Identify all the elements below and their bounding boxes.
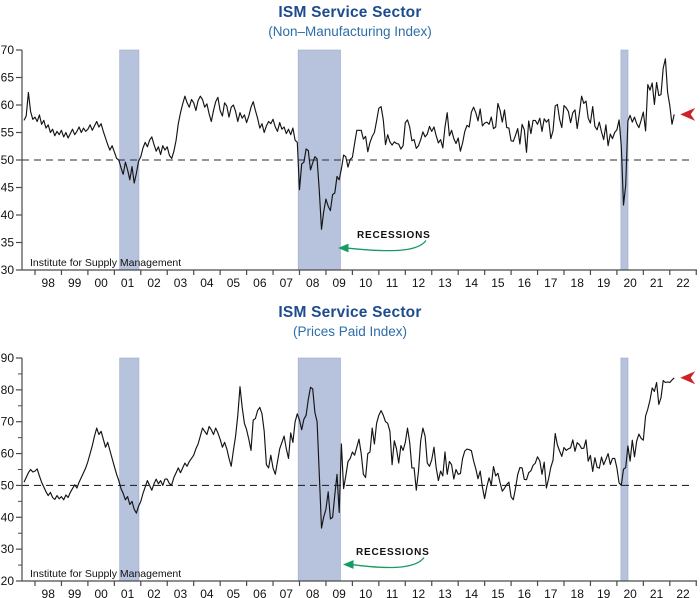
x-axis-tick-label: 12	[412, 587, 426, 598]
x-axis-tick-label: 17	[544, 276, 558, 290]
x-axis-tick-label: 08	[306, 276, 320, 290]
x-axis-tick-label: 16	[518, 587, 532, 598]
y-axis-tick-label: 45	[1, 181, 15, 195]
y-axis-tick-label: 20	[1, 574, 15, 588]
x-axis-tick-label: 98	[42, 587, 56, 598]
x-axis-tick-label: 04	[200, 276, 214, 290]
x-axis-tick-label: 21	[650, 276, 664, 290]
y-axis-tick-label: 80	[1, 383, 15, 397]
x-axis-tick-label: 10	[359, 587, 373, 598]
x-axis-tick-label: 18	[571, 276, 585, 290]
y-axis-tick-label: 50	[1, 478, 15, 492]
x-axis-tick-label: 11	[386, 276, 399, 290]
recessions-arrowhead-icon	[343, 560, 354, 569]
x-axis-tick-label: 07	[280, 276, 294, 290]
x-axis-tick-label: 19	[597, 276, 611, 290]
x-axis-tick-label: 16	[518, 276, 532, 290]
x-axis-tick-label: 14	[465, 276, 479, 290]
x-axis-tick-label: 17	[544, 587, 558, 598]
x-axis-tick-label: 03	[174, 276, 188, 290]
x-axis-tick-label: 13	[438, 587, 452, 598]
x-axis-tick-label: 99	[68, 587, 82, 598]
x-axis-tick-label: 10	[359, 276, 373, 290]
x-axis-tick-label: 19	[597, 587, 611, 598]
x-axis-tick-label: 18	[571, 587, 585, 598]
recessions-curved-arrow	[352, 557, 425, 569]
x-axis-tick-label: 05	[227, 587, 241, 598]
y-axis-tick-label: 30	[1, 263, 15, 277]
y-axis-tick-label: 60	[1, 98, 15, 112]
y-axis-tick-label: 60	[1, 447, 15, 461]
x-axis-tick-label: 20	[623, 587, 637, 598]
source-note: Institute for Supply Management	[30, 257, 181, 269]
y-axis-tick-label: 65	[1, 71, 15, 85]
x-axis-tick-label: 15	[491, 276, 505, 290]
y-axis-tick-label: 70	[1, 415, 15, 429]
x-axis-tick-label: 06	[253, 587, 267, 598]
x-axis-tick-label: 02	[147, 276, 161, 290]
x-axis-tick-label: 20	[623, 276, 637, 290]
x-axis-tick-label: 11	[386, 587, 399, 598]
source-note: Institute for Supply Management	[30, 568, 181, 580]
x-axis-tick-label: 04	[200, 587, 214, 598]
recessions-arrowhead-icon	[338, 243, 349, 253]
x-axis-tick-label: 01	[121, 276, 135, 290]
recessions-label: RECESSIONS	[356, 547, 430, 558]
x-axis-tick-label: 01	[121, 587, 135, 598]
x-axis-tick-label: 13	[438, 276, 452, 290]
x-axis-tick-label: 99	[68, 276, 82, 290]
x-axis-tick-label: 02	[147, 587, 161, 598]
y-axis-tick-label: 90	[1, 351, 15, 365]
y-axis-tick-label: 35	[1, 236, 15, 250]
x-axis-tick-label: 08	[306, 587, 320, 598]
recessions-label: RECESSIONS	[357, 230, 431, 241]
x-axis-tick-label: 15	[491, 587, 505, 598]
x-axis-tick-label: 09	[332, 587, 346, 598]
recession-band	[119, 357, 140, 582]
y-axis-tick-label: 40	[1, 208, 15, 222]
x-axis-tick-label: 14	[465, 587, 479, 598]
series-line	[23, 58, 675, 230]
latest-value-arrow-icon	[680, 107, 696, 121]
x-axis-tick-label: 22	[676, 587, 690, 598]
latest-value-arrow-icon	[680, 371, 696, 385]
x-axis-tick-label: 05	[227, 276, 241, 290]
recessions-curved-arrow	[347, 240, 427, 252]
y-axis-tick-label: 70	[1, 43, 15, 57]
x-axis-tick-label: 98	[42, 276, 56, 290]
x-axis-tick-label: 09	[332, 276, 346, 290]
y-axis-tick-label: 40	[1, 510, 15, 524]
x-axis-tick-label: 07	[280, 587, 294, 598]
x-axis-tick-label: 00	[94, 587, 108, 598]
x-axis-tick-label: 03	[174, 587, 188, 598]
x-axis-tick-label: 00	[94, 276, 108, 290]
recession-band	[620, 357, 629, 582]
y-axis-tick-label: 30	[1, 542, 15, 556]
x-axis-tick-label: 12	[412, 276, 426, 290]
y-axis-tick-label: 50	[1, 153, 15, 167]
x-axis-tick-label: 06	[253, 276, 267, 290]
recession-band	[297, 49, 341, 271]
series-line	[23, 377, 675, 529]
x-axis-tick-label: 22	[676, 276, 690, 290]
y-axis-tick-label: 55	[1, 126, 15, 140]
x-axis-tick-label: 21	[650, 587, 664, 598]
